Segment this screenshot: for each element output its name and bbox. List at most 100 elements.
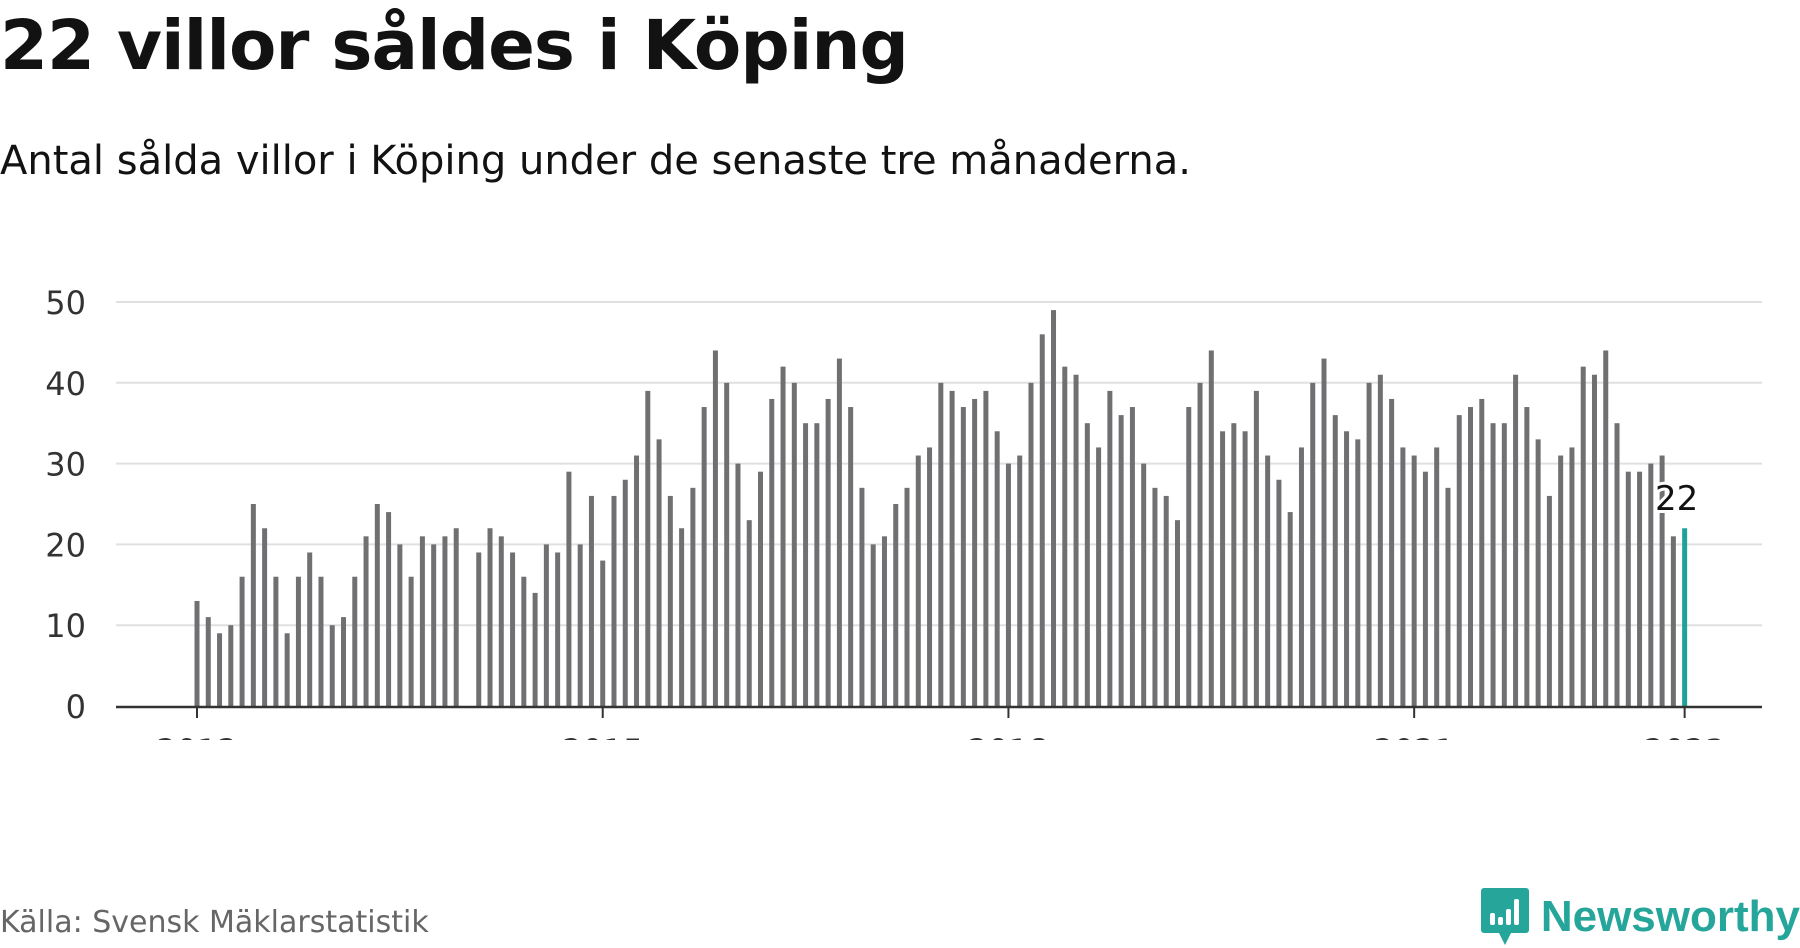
bar xyxy=(1580,366,1586,706)
bar xyxy=(1253,390,1259,706)
bar xyxy=(746,520,752,706)
bar xyxy=(1141,463,1147,706)
bar xyxy=(1490,423,1496,706)
source-note: Källa: Svensk Mäklarstatistik xyxy=(0,905,429,940)
bar xyxy=(1389,398,1395,706)
bar xyxy=(1220,431,1226,706)
bar xyxy=(1569,447,1575,706)
bar xyxy=(442,536,448,706)
bar xyxy=(1648,463,1654,706)
bar xyxy=(927,447,933,706)
bar xyxy=(1445,487,1451,706)
bar xyxy=(735,463,741,706)
bar xyxy=(1152,487,1158,706)
brand: Newsworthy xyxy=(1480,888,1800,946)
bar xyxy=(1591,374,1597,706)
y-tick-label: 30 xyxy=(45,446,86,484)
bar xyxy=(1231,423,1237,706)
bar xyxy=(1321,358,1327,706)
bar xyxy=(419,536,425,706)
bar xyxy=(329,625,335,706)
bar xyxy=(1659,455,1665,706)
bar xyxy=(679,528,685,706)
bar xyxy=(859,487,865,706)
bar xyxy=(780,366,786,706)
y-tick-label: 40 xyxy=(45,365,86,403)
bar xyxy=(408,576,414,706)
bar xyxy=(1051,310,1057,706)
bar xyxy=(1434,447,1440,706)
bar xyxy=(1524,407,1530,706)
bar xyxy=(1287,512,1293,706)
bar xyxy=(1670,536,1676,706)
bar xyxy=(791,382,797,706)
bar xyxy=(1468,407,1474,706)
bar xyxy=(994,431,1000,706)
bar xyxy=(1377,374,1383,706)
bar xyxy=(352,576,358,706)
bar xyxy=(510,552,516,706)
bar xyxy=(1456,415,1462,706)
bar xyxy=(769,398,775,706)
bar xyxy=(1073,374,1079,706)
bar xyxy=(577,544,583,706)
bar xyxy=(1344,431,1350,706)
bar xyxy=(1276,479,1282,706)
bar xyxy=(1501,423,1507,706)
bar xyxy=(1558,455,1564,706)
bar xyxy=(881,536,887,706)
bar xyxy=(656,439,662,706)
bar xyxy=(1366,382,1372,706)
y-tick-label: 10 xyxy=(45,607,86,645)
bar xyxy=(205,617,211,706)
bar xyxy=(1197,382,1203,706)
bar xyxy=(1028,382,1034,706)
bar xyxy=(724,382,730,706)
bar xyxy=(983,390,989,706)
x-tick-label: 2018 xyxy=(968,732,1049,740)
bar xyxy=(543,544,549,706)
bar xyxy=(915,455,921,706)
bar xyxy=(1186,407,1192,706)
bar xyxy=(1096,447,1102,706)
bar xyxy=(273,576,279,706)
bar xyxy=(498,536,504,706)
bar xyxy=(904,487,910,706)
x-tick-label: 2021 xyxy=(1373,732,1454,740)
bar xyxy=(1298,447,1304,706)
brand-name: Newsworthy xyxy=(1540,892,1800,941)
bar xyxy=(1625,471,1631,706)
bar xyxy=(588,495,594,706)
bar xyxy=(1039,334,1045,706)
bar xyxy=(1062,366,1068,706)
bar xyxy=(1017,455,1023,706)
bar xyxy=(555,552,561,706)
bar xyxy=(1637,471,1643,706)
chart-subtitle: Antal sålda villor i Köping under de sen… xyxy=(0,138,1191,184)
bar xyxy=(307,552,313,706)
bar xyxy=(1174,520,1180,706)
y-tick-label: 50 xyxy=(45,284,86,322)
bar xyxy=(972,398,978,706)
bar xyxy=(521,576,527,706)
bar xyxy=(250,504,256,706)
bar xyxy=(295,576,301,706)
bar xyxy=(893,504,899,706)
bar xyxy=(1242,431,1248,706)
bar xyxy=(701,407,707,706)
bar xyxy=(1332,415,1338,706)
bar xyxy=(341,617,347,706)
bar xyxy=(1129,407,1135,706)
highlight-data-label: 22 xyxy=(1655,479,1698,519)
bar xyxy=(476,552,482,706)
bar-chart-logo-icon xyxy=(1480,888,1529,945)
chart-title: 22 villor såldes i Köping xyxy=(0,6,909,86)
highlight-bar xyxy=(1682,528,1688,706)
bar xyxy=(1479,398,1485,706)
bar xyxy=(431,544,437,706)
bar xyxy=(600,560,606,706)
bar xyxy=(284,633,290,706)
bar xyxy=(374,504,380,706)
bar xyxy=(318,576,324,706)
bar xyxy=(532,592,538,706)
